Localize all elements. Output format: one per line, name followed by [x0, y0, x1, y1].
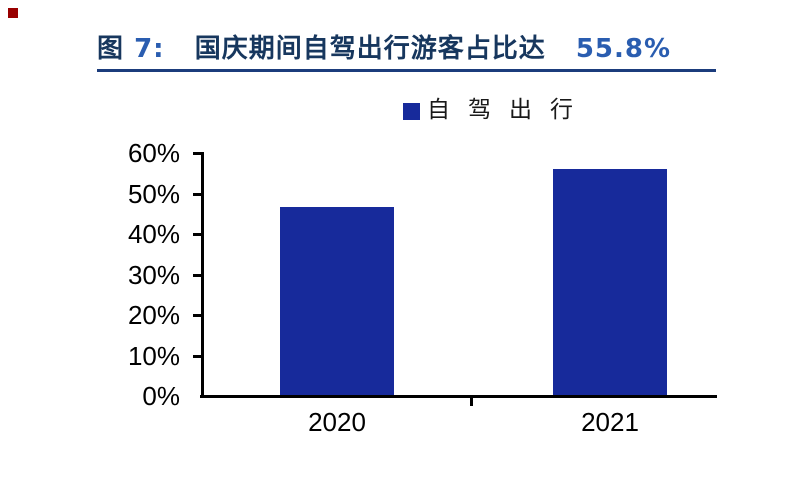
y-axis-tick-label: 40% — [127, 219, 180, 249]
figure-title: 图 7: 国庆期间自驾出行游客占比达 55.8% — [97, 33, 757, 65]
x-axis-line — [200, 395, 717, 398]
bar-2021 — [553, 169, 667, 395]
y-axis-tick — [193, 355, 201, 358]
x-axis-category-tick — [470, 398, 473, 406]
y-axis-tick — [193, 152, 201, 155]
y-axis-tick-label: 30% — [127, 260, 180, 290]
figure-number: 7: — [134, 34, 165, 64]
y-axis-tick-label: 10% — [127, 341, 180, 371]
y-axis-tick-label: 50% — [127, 179, 180, 209]
corner-red-marker — [8, 8, 18, 18]
legend-series-label: 自驾出行 — [427, 97, 591, 123]
bar-2020 — [280, 207, 394, 395]
y-axis-tick-label: 20% — [127, 300, 180, 330]
y-axis-tick — [193, 274, 201, 277]
y-axis-tick — [193, 314, 201, 317]
y-axis-line — [201, 152, 204, 398]
y-axis-tick — [193, 233, 201, 236]
figure-label: 图 — [97, 34, 125, 64]
y-axis-tick — [193, 193, 201, 196]
figure-title-text: 国庆期间自驾出行游客占比达 — [194, 34, 546, 64]
y-axis-tick-label: 60% — [127, 138, 180, 168]
x-axis-category-label: 2021 — [581, 407, 639, 437]
x-axis-category-label: 2020 — [308, 407, 366, 437]
y-axis-tick-label: 0% — [142, 381, 180, 411]
legend-color-swatch — [403, 103, 420, 120]
figure-title-value: 55.8% — [575, 34, 672, 64]
title-underline — [97, 69, 716, 72]
